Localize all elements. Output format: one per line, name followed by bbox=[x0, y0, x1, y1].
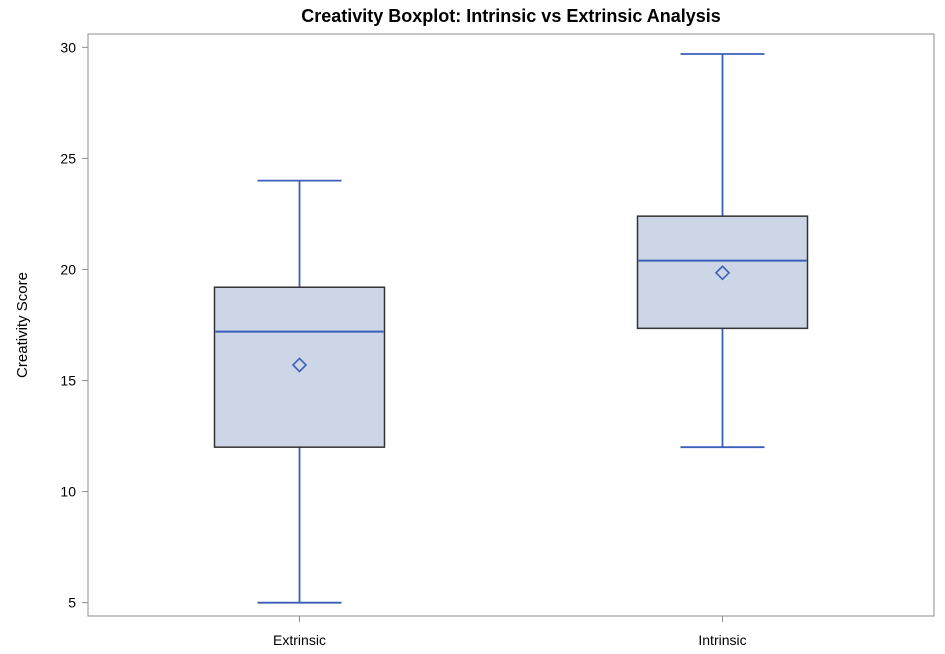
box-group-extrinsic bbox=[213, 179, 386, 604]
x-tick-label: Intrinsic bbox=[698, 632, 746, 648]
boxes-layer bbox=[213, 53, 809, 604]
y-tick-label: 15 bbox=[60, 373, 76, 389]
x-tick-label: Extrinsic bbox=[273, 632, 326, 648]
mean-marker bbox=[291, 357, 308, 373]
y-tick-label: 25 bbox=[60, 150, 76, 166]
y-axis-label: Creativity Score bbox=[14, 272, 31, 378]
y-tick-label: 30 bbox=[60, 39, 76, 55]
chart-title: Creativity Boxplot: Intrinsic vs Extrins… bbox=[301, 6, 720, 26]
plot-area-frame bbox=[87, 33, 935, 617]
y-tick-label: 20 bbox=[60, 261, 76, 277]
iqr-box bbox=[636, 215, 809, 330]
y-axis: 5 10 15 20 25 30 bbox=[60, 39, 88, 611]
iqr-box bbox=[213, 286, 386, 448]
box-group-intrinsic bbox=[636, 53, 809, 449]
x-axis: Extrinsic Intrinsic bbox=[273, 616, 747, 648]
y-tick-label: 5 bbox=[68, 595, 76, 611]
mean-marker bbox=[714, 265, 731, 281]
y-tick-label: 10 bbox=[60, 484, 76, 500]
